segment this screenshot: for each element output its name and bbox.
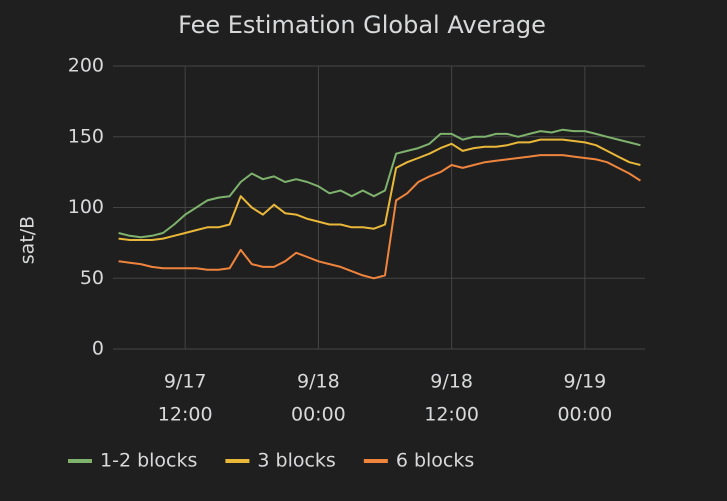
x-tick-label: 9/18 — [297, 371, 340, 393]
y-tick-label: 50 — [80, 267, 104, 289]
x-tick-label: 00:00 — [291, 404, 346, 426]
y-tick-label: 100 — [68, 196, 104, 218]
legend-swatch — [68, 459, 92, 463]
y-axis-label: sat/B — [17, 216, 39, 264]
legend-label: 1-2 blocks — [100, 450, 197, 472]
series-line — [118, 138, 641, 241]
x-tick-label: 9/17 — [164, 371, 207, 393]
legend-label: 3 blocks — [257, 450, 335, 472]
legend-label: 6 blocks — [396, 450, 474, 472]
x-tick-label: 00:00 — [557, 404, 612, 426]
series-line — [118, 128, 641, 239]
x-tick-label: 9/18 — [430, 371, 473, 393]
legend-swatch — [225, 459, 250, 463]
x-tick-label: 12:00 — [158, 404, 213, 426]
x-tick-label: 9/19 — [564, 371, 607, 393]
x-tick-label: 12:00 — [424, 404, 479, 426]
series-line — [118, 154, 641, 280]
y-tick-label: 0 — [92, 338, 104, 360]
chart-title: Fee Estimation Global Average — [178, 11, 546, 39]
y-tick-label: 200 — [68, 55, 104, 77]
legend-swatch — [363, 459, 388, 463]
y-tick-label: 150 — [68, 125, 104, 147]
